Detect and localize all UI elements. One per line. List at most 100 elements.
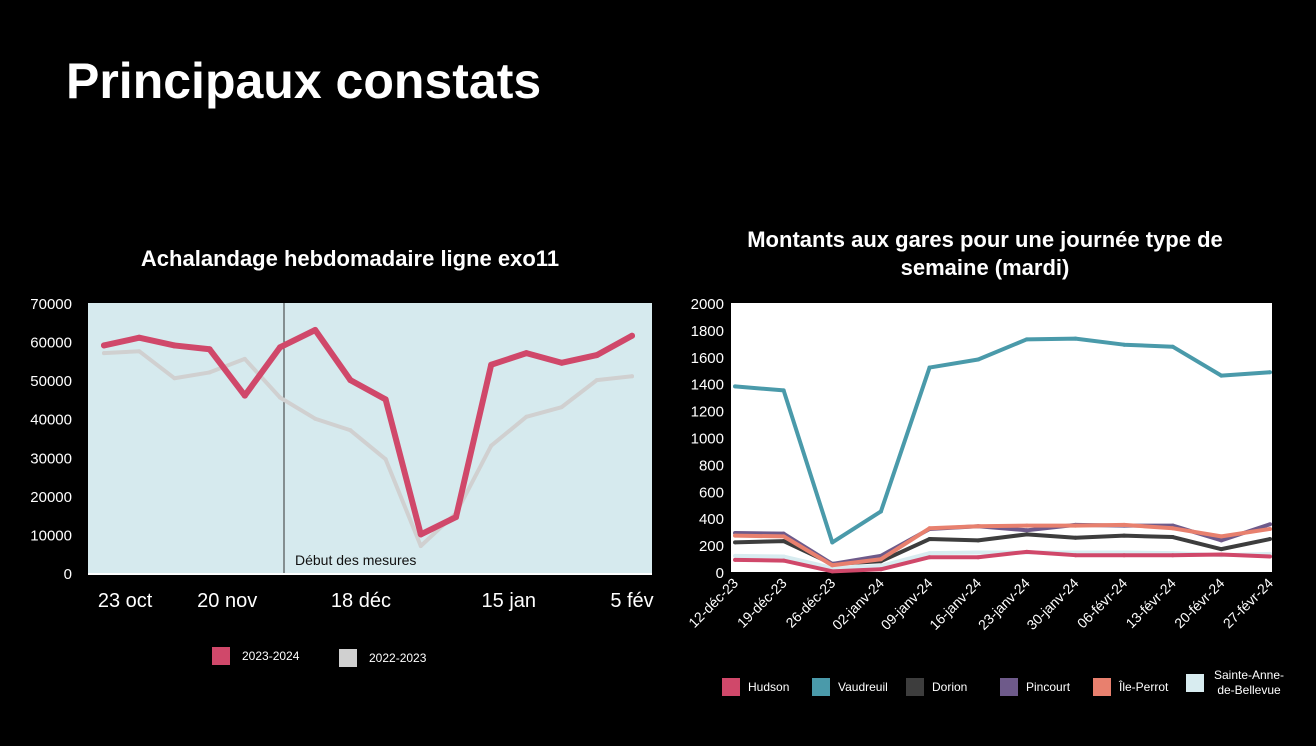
data-point: [733, 533, 737, 538]
x-tick-label: 23-janv-24: [975, 575, 1033, 633]
data-point: [1219, 538, 1224, 543]
data-point: [417, 531, 424, 538]
chart1-title: Achalandage hebdomadaire ligne exo11: [140, 246, 560, 271]
legend-label: Sainte-Anne-de-Bellevue: [1213, 668, 1285, 697]
y-tick-label: 30000: [30, 450, 72, 467]
x-tick-label: 13-févr-24: [1122, 575, 1179, 632]
data-point: [1219, 534, 1224, 539]
data-point: [1219, 547, 1224, 552]
legend-label: Hudson: [748, 680, 790, 694]
x-tick-label: 12-déc-23: [685, 575, 741, 631]
data-point: [1073, 553, 1078, 558]
series-line-Hudson: [734, 549, 1271, 574]
data-point: [137, 349, 142, 354]
data-point: [593, 352, 600, 359]
data-point: [1219, 373, 1224, 378]
y-tick-label: 600: [699, 484, 724, 501]
x-tick-label: 5 fév: [610, 590, 653, 612]
x-tick-label: 16-janv-24: [926, 575, 984, 633]
y-tick-label: 1000: [691, 431, 724, 448]
data-point: [136, 334, 143, 341]
data-point: [927, 526, 932, 531]
data-point: [278, 395, 282, 400]
x-tick-label: 02-janv-24: [829, 575, 887, 633]
data-point: [927, 555, 932, 560]
x-tick-label: 09-janv-24: [878, 575, 936, 633]
data-point: [1268, 522, 1272, 527]
legend-swatch: [339, 649, 357, 667]
data-point: [523, 350, 530, 357]
y-tick-label: 20000: [30, 489, 72, 506]
y-tick-label: 0: [716, 565, 724, 582]
x-tick-label: 15 jan: [482, 590, 537, 612]
series-line-2022-2023: [102, 349, 634, 548]
x-tick-label: 30-janv-24: [1023, 575, 1081, 633]
x-tick-label: 20 nov: [197, 590, 257, 612]
data-point: [383, 457, 388, 462]
data-point: [1122, 533, 1127, 538]
y-tick-label: 800: [699, 457, 724, 474]
data-point: [1268, 537, 1272, 542]
x-tick-label: 20-févr-24: [1171, 575, 1228, 632]
data-point: [559, 405, 564, 410]
legend-swatch: [722, 678, 740, 696]
y-tick-label: 1200: [691, 404, 724, 421]
data-point: [781, 558, 786, 563]
series-line-2023-2024: [101, 327, 635, 538]
data-point: [830, 569, 835, 574]
data-point: [1268, 370, 1272, 375]
legend-swatch: [1093, 678, 1111, 696]
data-point: [976, 538, 981, 543]
data-point: [1170, 526, 1175, 531]
data-point: [312, 327, 319, 333]
data-point: [1122, 342, 1127, 347]
y-tick-label: 60000: [30, 335, 72, 352]
data-point: [241, 392, 248, 399]
legend-label: Dorion: [932, 680, 968, 694]
legend-2023-2024: 2023-2024: [212, 647, 299, 665]
data-point: [1268, 526, 1272, 531]
data-point: [1170, 553, 1175, 558]
y-tick-label: 1400: [691, 377, 724, 394]
data-point: [1024, 528, 1029, 533]
data-point: [878, 563, 883, 568]
data-point: [102, 351, 106, 356]
data-point: [1024, 523, 1029, 528]
data-point: [347, 377, 354, 384]
y-tick-label: 400: [699, 511, 724, 528]
data-point: [382, 396, 389, 403]
data-point: [172, 376, 177, 381]
x-tick-label: 23 oct: [98, 590, 153, 612]
legend-item: Vaudreuil: [812, 678, 888, 696]
legend-item: Pincourt: [1000, 678, 1070, 696]
data-point: [594, 378, 599, 383]
series-line-Île-Perrot: [734, 522, 1271, 568]
data-point: [558, 359, 565, 366]
legend-item: Hudson: [722, 678, 789, 696]
data-point: [489, 443, 494, 448]
data-point: [277, 344, 283, 351]
x-tick-label: 19-déc-23: [734, 575, 790, 631]
data-point: [1170, 535, 1175, 540]
series-line-Vaudreuil: [734, 336, 1271, 545]
page-title: Principaux constats: [66, 53, 542, 109]
data-point: [878, 557, 883, 562]
data-point: [206, 346, 213, 353]
data-point: [171, 342, 178, 349]
x-tick-label: 18 déc: [331, 590, 391, 612]
data-point: [101, 342, 107, 349]
data-point: [927, 551, 932, 556]
y-tick-label: 1600: [691, 350, 724, 367]
legend-item: Dorion: [906, 678, 967, 696]
data-point: [488, 361, 495, 368]
chart2-title: Montants aux gares pour une journée type…: [747, 227, 1223, 280]
data-point: [830, 563, 835, 568]
legend-swatch: [212, 647, 230, 665]
data-point: [524, 414, 529, 419]
data-point: [878, 509, 883, 514]
legend-item: Sainte-Anne-de-Bellevue: [1186, 668, 1286, 698]
data-point: [976, 555, 981, 560]
y-tick-label: 1800: [691, 323, 724, 340]
data-point: [781, 539, 786, 544]
